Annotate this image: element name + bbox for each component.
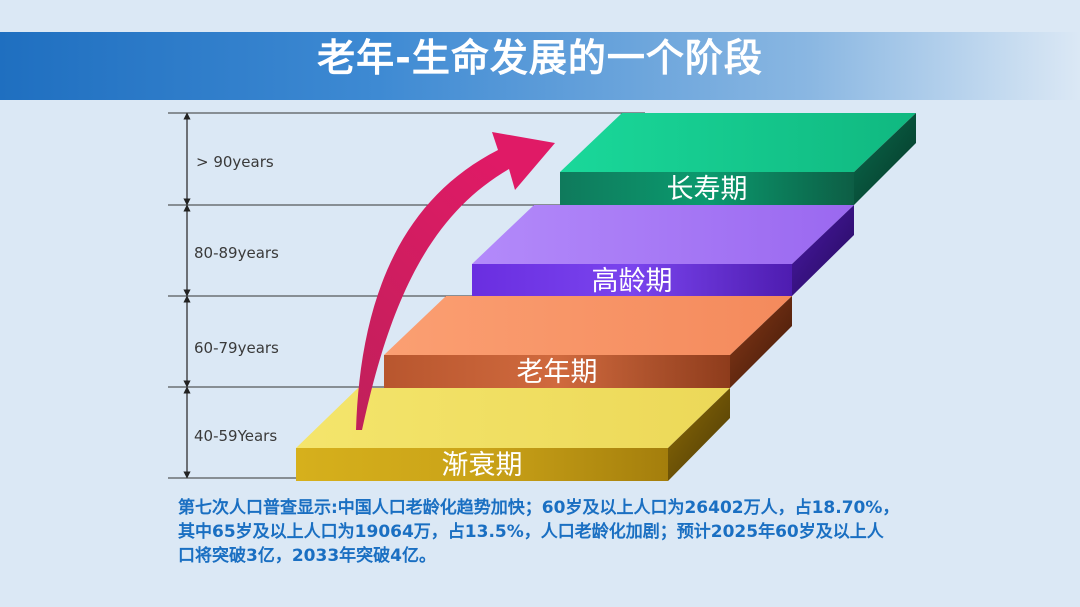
stage-step-advanced [472, 205, 854, 296]
age-label-40-59: 40-59Years [194, 427, 277, 445]
age-label-80-89: 80-89years [194, 244, 279, 262]
stage-label-elderly: 老年期 [517, 357, 598, 388]
stage-step-elderly [384, 296, 792, 388]
title-banner [0, 32, 1080, 100]
stage-label-long-life: 长寿期 [667, 174, 748, 205]
stage-step-long-life [560, 113, 916, 205]
stage-label-decline: 渐衰期 [442, 450, 523, 481]
census-summary: 第七次人口普查显示:中国人口老龄化趋势加快；60岁及以上人口为26402万人，占… [178, 496, 1018, 568]
page-title: 老年-生命发展的一个阶段 [317, 36, 763, 80]
age-label-90-plus: > 90years [196, 153, 274, 171]
age-label-60-79: 60-79years [194, 339, 279, 357]
stage-step-decline [296, 388, 730, 481]
stage-label-advanced: 高龄期 [592, 266, 673, 297]
summary-line-1: 第七次人口普查显示:中国人口老龄化趋势加快；60岁及以上人口为26402万人，占… [178, 498, 900, 518]
summary-line-2: 其中65岁及以上人口为19064万，占13.5%，人口老龄化加剧；预计2025年… [178, 522, 884, 542]
rising-arrow-icon [356, 132, 555, 430]
summary-line-3: 口将突破3亿，2033年突破4亿。 [178, 546, 436, 566]
